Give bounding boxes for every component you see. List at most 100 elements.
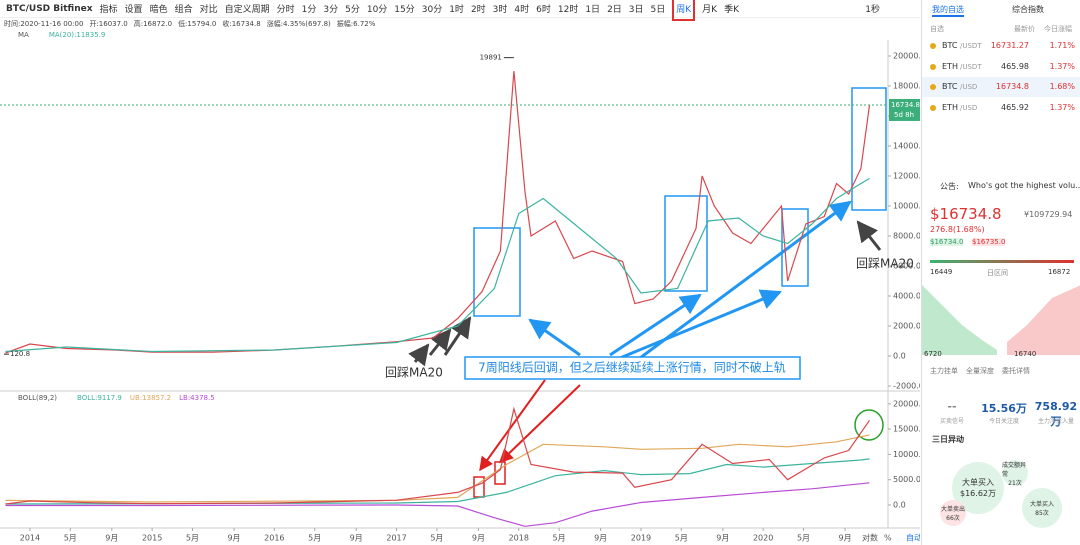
axis-option[interactable]: %: [884, 534, 892, 543]
watch-row[interactable]: ETH/USDT 465.98 1.37%: [922, 57, 1080, 77]
period[interactable]: 3日: [628, 5, 644, 15]
watch-row[interactable]: ETH/USD 465.92 1.37%: [922, 98, 1080, 118]
period[interactable]: 季K: [724, 5, 739, 15]
x-tick-label: 9月: [227, 534, 240, 543]
header: 今日涨幅: [1044, 25, 1072, 33]
info-item: 低:15794.0: [178, 20, 217, 28]
info-item: 开:16037.0: [89, 20, 128, 28]
symbol[interactable]: BTC/USD Bitfinex: [6, 3, 93, 14]
stat-value: --: [947, 400, 957, 413]
y-tick-label: 0.0: [893, 351, 906, 360]
cny: ¥109729.94: [1024, 210, 1073, 219]
realtime[interactable]: 1秒: [865, 5, 880, 15]
highlight-boxes: [473, 87, 887, 317]
legend-entry: LB:4378.5: [179, 394, 215, 402]
bid: $16734.0: [930, 238, 964, 246]
period[interactable]: 10分: [366, 5, 388, 15]
range-high: 16872: [1048, 268, 1071, 276]
y-tick-label: 2000.0: [893, 321, 920, 330]
annotation: 回踩MA20: [856, 257, 914, 271]
legend-entry: UB:13857.2: [130, 394, 171, 402]
period[interactable]: 15分: [394, 5, 415, 15]
period[interactable]: 4时: [514, 5, 530, 15]
tool[interactable]: 自定义周期: [224, 5, 270, 15]
tool[interactable]: 组合: [174, 5, 193, 15]
depth-tab[interactable]: 全量深度: [966, 367, 994, 375]
period[interactable]: 2日: [607, 5, 622, 15]
tool[interactable]: 指标: [99, 5, 118, 15]
legend-entry: MA(20):11835.9: [49, 31, 106, 39]
axis-option[interactable]: 对数: [862, 533, 878, 543]
period[interactable]: 5日: [650, 5, 666, 15]
period[interactable]: 1日: [585, 5, 601, 15]
price: 16734.8: [995, 82, 1029, 91]
period[interactable]: 1分: [301, 5, 317, 15]
period[interactable]: 分时: [276, 5, 295, 15]
bubble[interactable]: 成交额异常 21次: [1002, 460, 1028, 487]
period[interactable]: 30分: [421, 5, 443, 15]
price: 465.92: [1001, 102, 1029, 112]
period[interactable]: 12时: [557, 5, 579, 15]
quote: /USD: [960, 103, 978, 112]
stat-label: 主力净流入量: [1037, 418, 1074, 425]
notice[interactable]: Who's got the highest volu...: [968, 181, 1080, 190]
y-tick-label: 4000.0: [893, 291, 920, 300]
axis-option[interactable]: 自动: [906, 533, 920, 543]
bubble[interactable]: 大单买入 85次: [1022, 488, 1062, 528]
x-tick-label: 9月: [838, 534, 851, 543]
price: 16731.27: [990, 41, 1029, 50]
y-tick-label: 6000.0: [893, 261, 920, 270]
period[interactable]: 3时: [492, 5, 508, 15]
note: 7周阳线后回调，但之后继续延续上涨行情，同时不破上轨: [478, 360, 786, 375]
depth-tab[interactable]: 委托详情: [1002, 367, 1030, 375]
x-tick-label: 2014: [20, 534, 40, 543]
x-tick-label: 5月: [797, 534, 810, 543]
last-price-label: 16734.8: [891, 101, 920, 109]
info-item: 涨幅:4.35%(697.8): [266, 20, 331, 28]
change: 1.37%: [1049, 102, 1075, 112]
period[interactable]: 2时: [470, 5, 486, 15]
tool[interactable]: 对比: [199, 5, 218, 15]
tool[interactable]: 暗色: [149, 5, 168, 15]
tab[interactable]: 我的自选: [932, 4, 964, 17]
first-label: 120.8: [10, 350, 30, 358]
x-tick-label: 2017: [386, 534, 406, 543]
watch-row[interactable]: BTC/USD 16734.8 1.68%: [922, 77, 1080, 97]
x-tick-label: 2018: [509, 534, 529, 543]
period[interactable]: 月K: [702, 5, 718, 15]
period[interactable]: 周K: [672, 0, 696, 21]
price: 465.98: [1001, 61, 1029, 71]
quote: /USDT: [960, 62, 982, 71]
period[interactable]: 1时: [449, 5, 464, 15]
notice-label: 公告:: [940, 182, 959, 191]
y-tick-label: -2000.0: [893, 381, 920, 390]
series-line: [5, 177, 870, 353]
header: 最新价: [1014, 25, 1035, 33]
info-row: 时间:2020-11-16 00:00 开:16037.0 高:16872.0 低:1…: [4, 19, 375, 29]
info-item: 时间:2020-11-16 00:00: [4, 20, 84, 28]
period[interactable]: 6时: [536, 5, 551, 15]
period[interactable]: 5分: [345, 5, 360, 15]
depth-tab[interactable]: 主力挂单: [930, 367, 958, 375]
arrows: [528, 200, 852, 360]
bubble-label: 成交额异常: [1002, 461, 1027, 478]
stat-label: 今日关注度: [988, 418, 1019, 425]
x-tick-label: 5月: [553, 534, 566, 543]
tool[interactable]: 设置: [124, 5, 143, 15]
y-tick-label: 10000.0: [893, 202, 920, 211]
base: BTC: [942, 82, 958, 91]
info-item: 收:16734.8: [222, 20, 261, 28]
depth-low: 6720: [924, 350, 942, 358]
quote: /USDT: [960, 42, 982, 50]
period[interactable]: 3分: [323, 5, 339, 15]
tab[interactable]: 综合指数: [1012, 5, 1044, 14]
stat-value: 758.92万: [1034, 400, 1078, 428]
y-tick-label: 8000.0: [893, 231, 920, 240]
last-price-box: [889, 98, 920, 121]
bubble[interactable]: 大单卖出 66次: [940, 500, 966, 526]
red-arrows: [479, 379, 581, 472]
x-tick-label: 9月: [472, 534, 485, 543]
base: ETH: [942, 102, 958, 112]
watch-row[interactable]: BTC/USDT 16731.27 1.71%: [922, 36, 1080, 56]
peak-label: 19891: [480, 54, 502, 62]
